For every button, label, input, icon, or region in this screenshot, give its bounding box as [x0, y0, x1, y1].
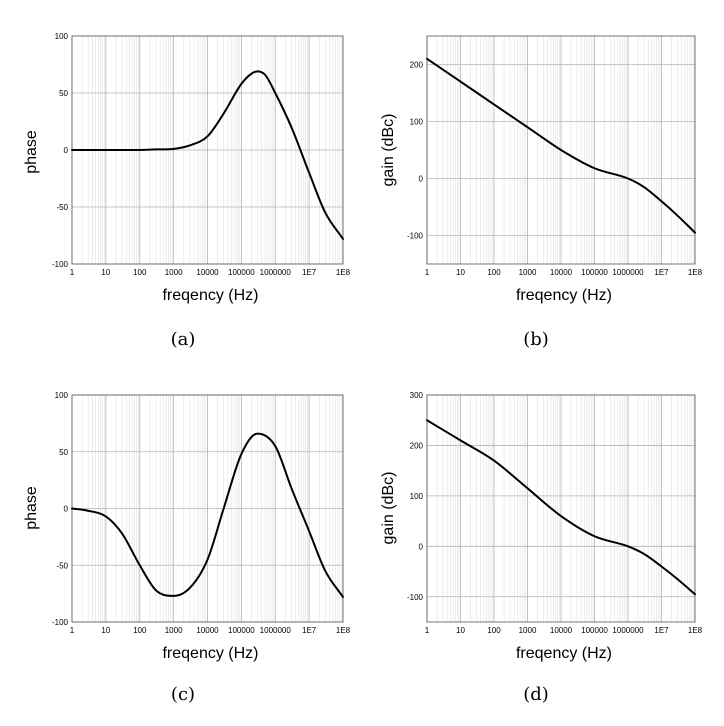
x-tick-label: 10	[101, 626, 110, 635]
y-axis-label: phase	[23, 486, 40, 530]
y-tick-label: 200	[410, 441, 424, 450]
x-tick-label: 10000	[550, 268, 573, 277]
chart-panel-3: 1 10 100 1000 10000 100000 1000000 1E7 1E8 -100 0 1…	[380, 391, 703, 705]
y-tick-label: -100	[407, 232, 424, 241]
x-axis-label: freqency (Hz)	[516, 287, 612, 304]
x-tick-label: 10000	[196, 268, 219, 277]
y-tick-label: 50	[59, 448, 68, 457]
y-tick-label: 0	[419, 175, 424, 184]
chart-panel-1: 1 10 100 1000 10000 100000 1000000 1E7 1E8 -100 0 1…	[380, 35, 703, 350]
x-tick-label: 1E7	[302, 626, 317, 635]
x-tick-label: 1E7	[654, 626, 669, 635]
x-tick-label: 10	[456, 626, 465, 635]
x-tick-label: 1E7	[302, 268, 317, 277]
x-tick-label: 1000	[165, 268, 183, 277]
y-tick-label: -100	[52, 260, 69, 269]
x-tick-label: 1E8	[336, 268, 351, 277]
x-tick-label: 100000	[581, 268, 608, 277]
plot-frame	[426, 394, 696, 623]
panel-caption: (c)	[171, 684, 195, 705]
x-tick-label: 1E8	[688, 626, 703, 635]
y-tick-label: 100	[55, 391, 69, 400]
y-tick-label: 0	[64, 505, 69, 514]
series-line-0	[71, 432, 344, 599]
x-tick-label: 1	[425, 268, 430, 277]
x-axis-label: freqency (Hz)	[516, 645, 612, 662]
x-tick-label: 10000	[196, 626, 219, 635]
x-tick-label: 100	[487, 626, 501, 635]
y-tick-label: 200	[410, 61, 424, 70]
y-tick-label: -100	[52, 618, 69, 627]
panel-caption: (d)	[523, 684, 549, 705]
x-tick-label: 100000	[581, 626, 608, 635]
x-tick-label: 1000000	[260, 626, 292, 635]
y-tick-label: 300	[410, 391, 424, 400]
x-tick-label: 100	[133, 268, 147, 277]
x-tick-label: 1000	[165, 626, 183, 635]
x-axis-label: freqency (Hz)	[162, 645, 258, 662]
y-axis-label: gain (dBc)	[380, 114, 397, 187]
y-tick-label: -100	[407, 593, 424, 602]
chart-panel-0: 1 10 100 1000 10000 100000 1000000 1E7 1E8-100-5…	[23, 32, 351, 350]
series-line-0	[426, 57, 696, 234]
y-tick-label: 100	[410, 492, 424, 501]
x-axis-label: freqency (Hz)	[162, 287, 258, 304]
x-tick-label: 100	[487, 268, 501, 277]
panel-caption: (b)	[523, 329, 549, 350]
x-tick-label: 10	[101, 268, 110, 277]
x-tick-label: 1000	[519, 626, 537, 635]
y-axis-label: gain (dBc)	[380, 472, 397, 545]
y-tick-label: -50	[56, 203, 68, 212]
x-tick-label: 100000	[228, 626, 255, 635]
y-tick-label: 100	[410, 118, 424, 127]
y-tick-label: -50	[56, 561, 68, 570]
x-tick-label: 1	[425, 626, 430, 635]
x-tick-label: 1E7	[654, 268, 669, 277]
series-line-0	[426, 419, 696, 596]
x-tick-label: 1000000	[260, 268, 292, 277]
x-tick-label: 1E8	[336, 626, 351, 635]
y-tick-label: 0	[64, 146, 69, 155]
x-tick-label: 10	[456, 268, 465, 277]
y-tick-label: 0	[419, 542, 424, 551]
x-tick-label: 1E8	[688, 268, 703, 277]
series-line-0	[71, 70, 344, 240]
y-tick-label: 50	[59, 89, 68, 98]
x-tick-label: 1	[70, 268, 75, 277]
chart-panel-2: 1 10 100 1000 10000 100000 1000000 1E7 1E8-100-5…	[23, 391, 351, 705]
x-tick-label: 1000	[519, 268, 537, 277]
y-axis-label: phase	[23, 130, 40, 174]
x-tick-label: 1	[70, 626, 75, 635]
x-tick-label: 100	[133, 626, 147, 635]
panel-caption: (a)	[171, 329, 196, 350]
plot-frame	[426, 35, 696, 265]
y-tick-label: 100	[55, 32, 69, 41]
x-tick-label: 1000000	[612, 268, 644, 277]
x-tick-label: 1000000	[612, 626, 644, 635]
x-tick-label: 100000	[228, 268, 255, 277]
x-tick-label: 10000	[550, 626, 573, 635]
